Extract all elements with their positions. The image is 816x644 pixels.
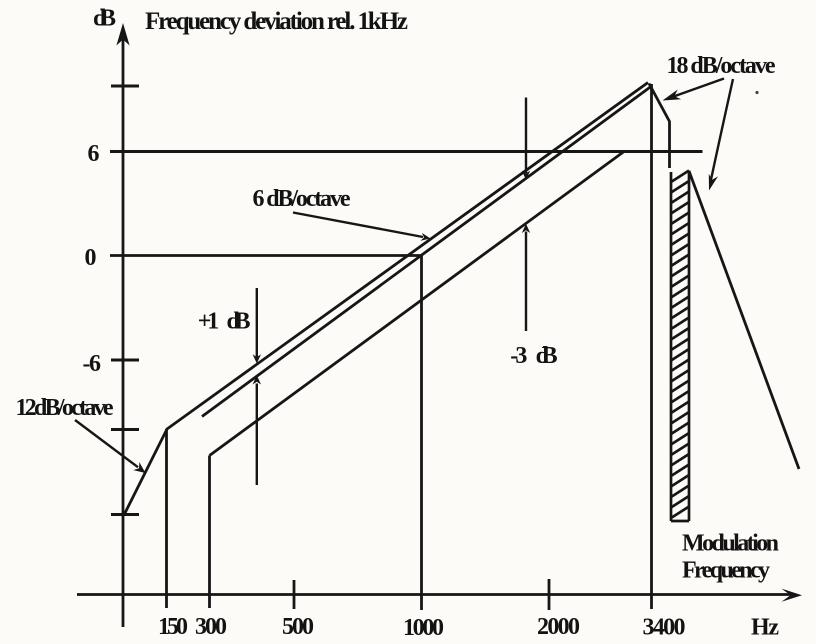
svg-text:300: 300 [195, 614, 227, 640]
svg-text:Modulation: Modulation [682, 531, 779, 557]
svg-text:12dB/octave: 12dB/octave [16, 395, 114, 421]
svg-text:6 dB/octave: 6 dB/octave [253, 186, 351, 212]
svg-text:1000: 1000 [403, 615, 444, 641]
svg-text:+1: +1 [198, 309, 220, 335]
svg-text:dB: dB [93, 6, 116, 32]
svg-text:2000: 2000 [537, 614, 580, 640]
svg-text:150: 150 [158, 614, 188, 640]
svg-text:Frequency deviation rel. 1kHz: Frequency deviation rel. 1kHz [145, 8, 408, 35]
svg-text:dB: dB [227, 309, 251, 335]
svg-text:6: 6 [88, 141, 100, 167]
svg-text:-3: -3 [510, 343, 527, 369]
svg-text:Hz: Hz [751, 615, 779, 641]
svg-text:3400: 3400 [643, 615, 686, 641]
svg-text:Frequency: Frequency [682, 558, 770, 584]
svg-text:0: 0 [85, 245, 97, 271]
svg-text:500: 500 [282, 614, 314, 640]
svg-text:18 dB/octave: 18 dB/octave [667, 53, 776, 79]
svg-text:dB: dB [536, 343, 558, 369]
svg-text:-6: -6 [83, 351, 102, 377]
